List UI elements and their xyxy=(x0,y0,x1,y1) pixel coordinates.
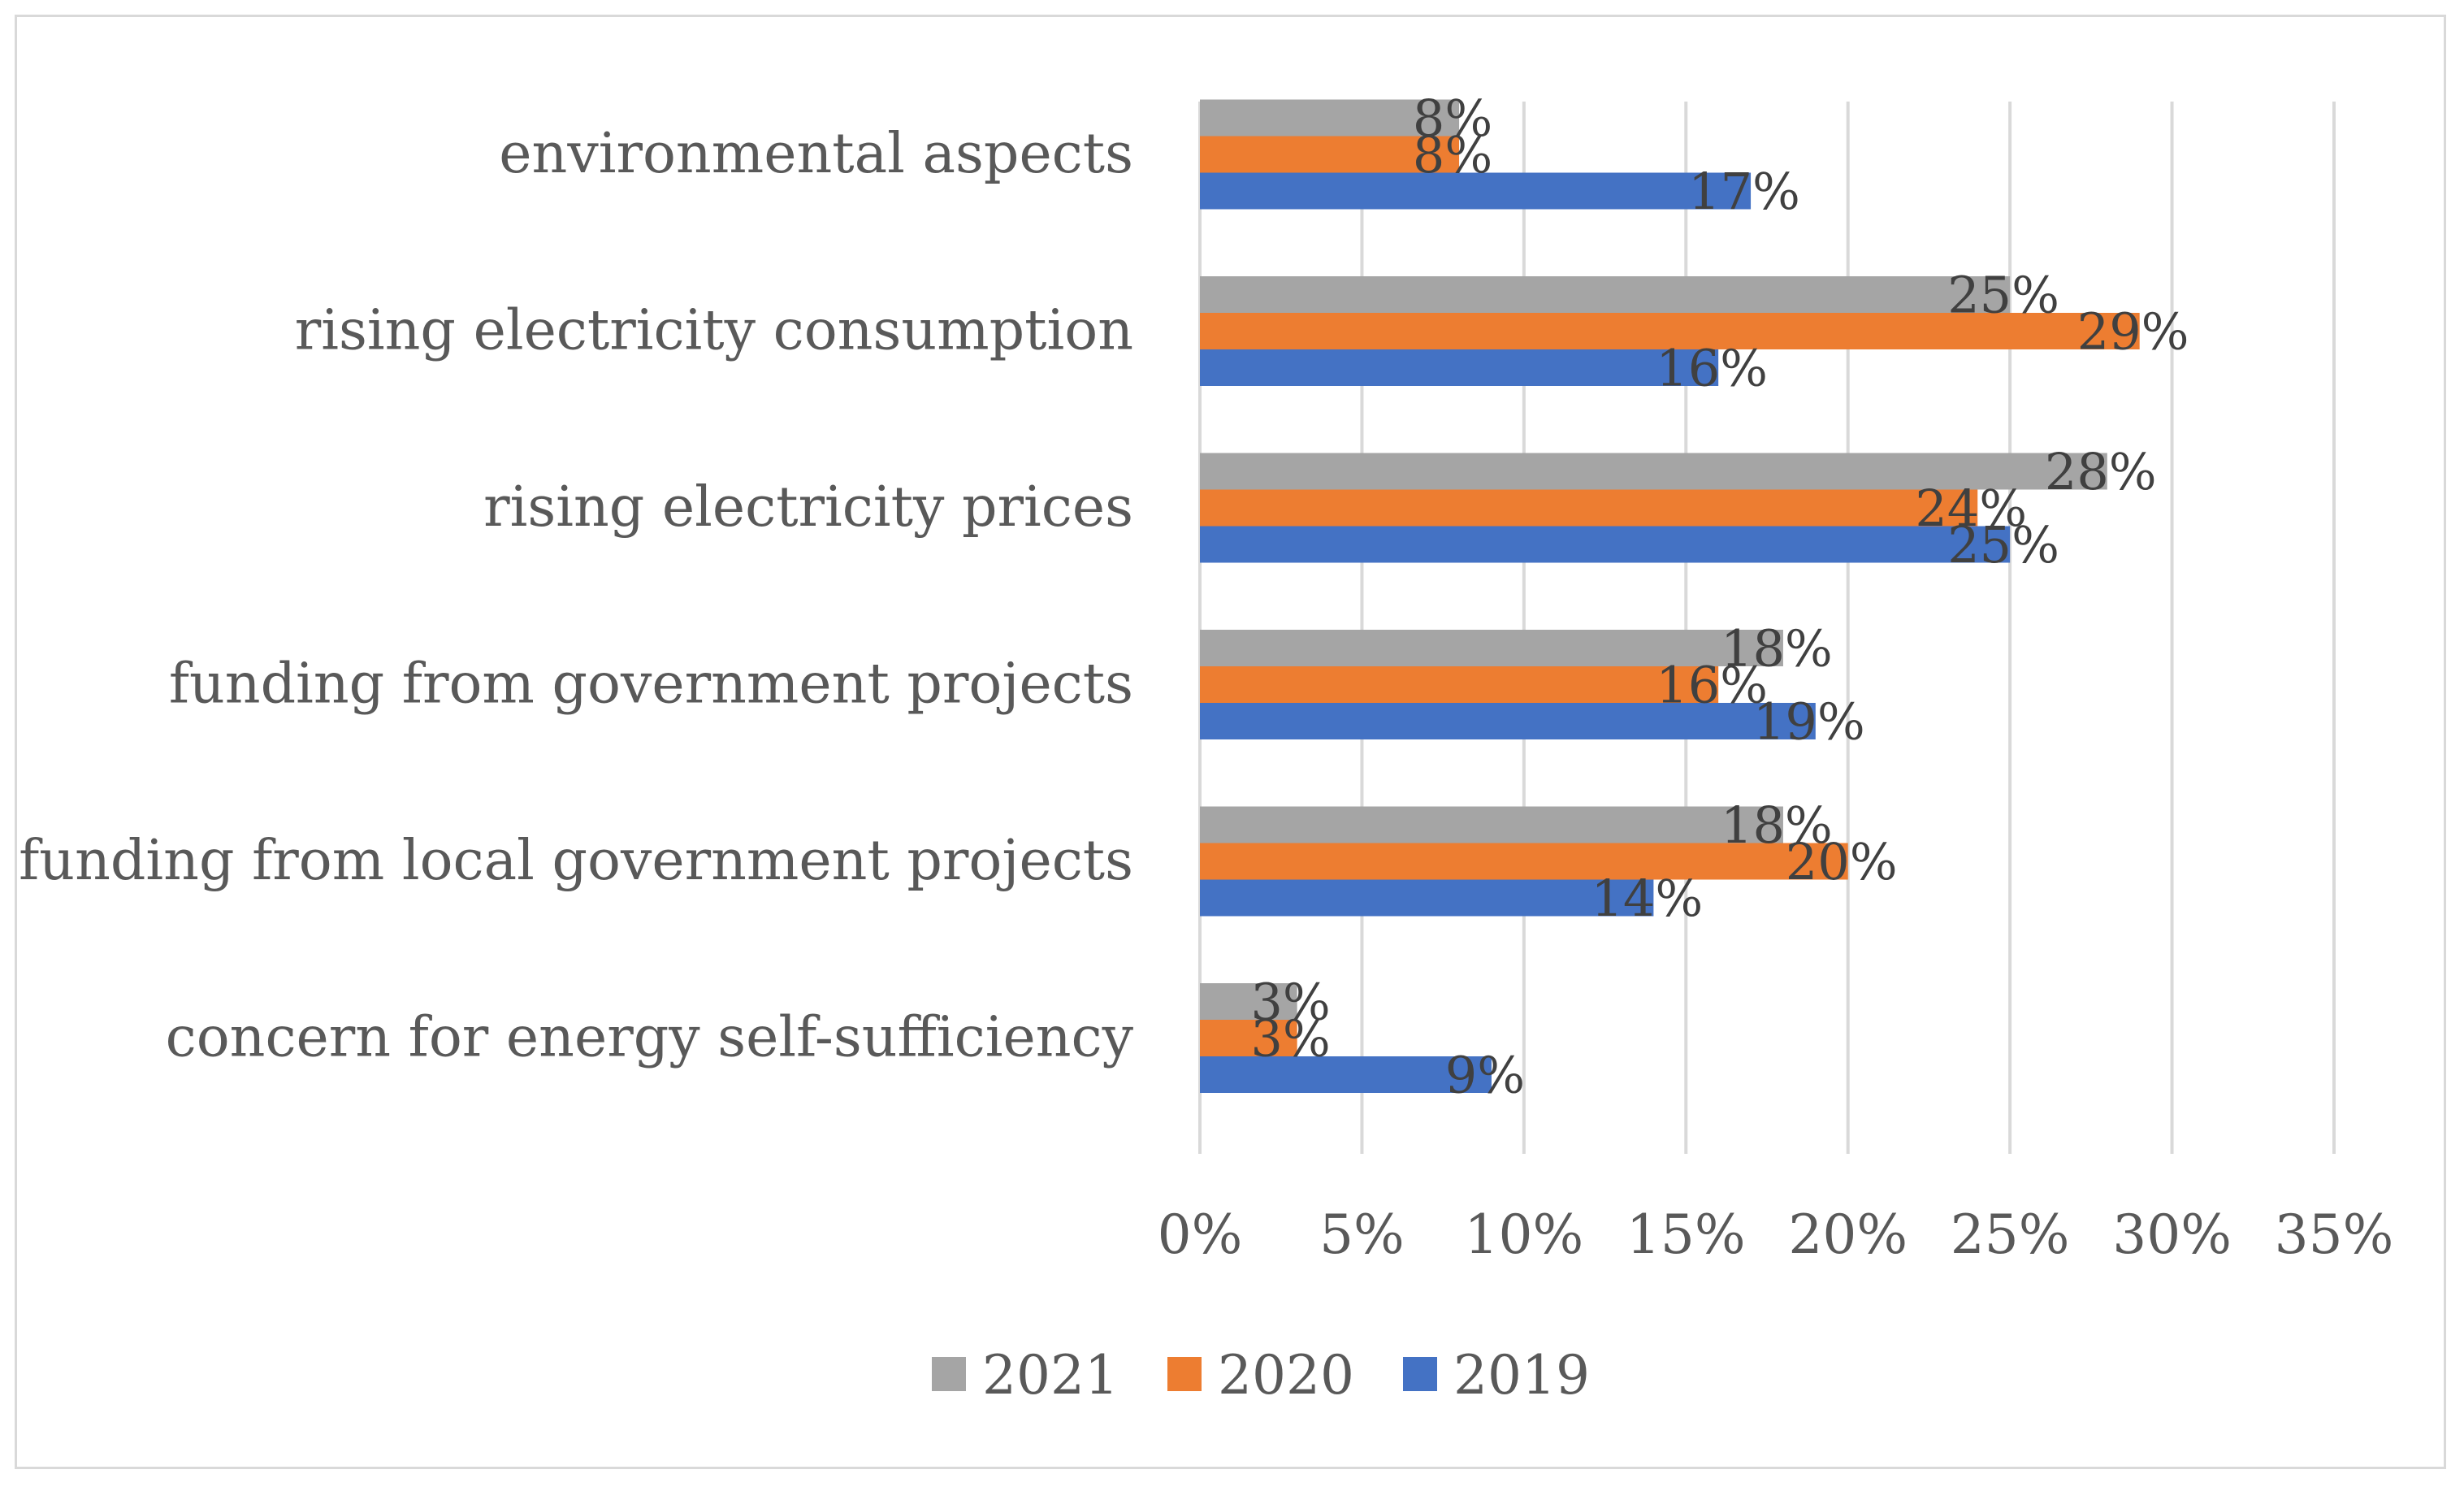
legend-swatch-2021 xyxy=(932,1357,966,1391)
bar-2020-4 xyxy=(1200,843,1848,880)
bar-2019-3 xyxy=(1200,703,1816,739)
bar-2019-1 xyxy=(1200,349,1719,386)
tick-label-35: 35% xyxy=(2275,1203,2394,1266)
bar-2019-0 xyxy=(1200,172,1752,210)
tick-label-25: 25% xyxy=(1951,1203,2070,1266)
legend-swatch-2019 xyxy=(1403,1357,1437,1391)
bar-2021-2 xyxy=(1200,453,2107,490)
legend-swatch-2020 xyxy=(1167,1357,1202,1391)
tick-label-30: 30% xyxy=(2112,1203,2232,1266)
data-label-2019-5: 9% xyxy=(1445,1046,1525,1105)
category-labels: environmental aspects rising electricity … xyxy=(19,122,1133,1070)
data-label-2020-2: 24% xyxy=(1915,479,2027,538)
bars xyxy=(1200,99,2140,1093)
bar-2021-4 xyxy=(1200,806,1783,843)
category-label-0: environmental aspects xyxy=(499,122,1133,186)
category-label-4: funding from local government projects xyxy=(19,829,1133,893)
data-label-2021-2: 28% xyxy=(2045,442,2157,501)
category-label-1: rising electricity consumption xyxy=(295,299,1133,363)
data-label-2021-0: 8% xyxy=(1413,89,1492,148)
data-label-2020-1: 29% xyxy=(2077,302,2189,362)
bar-2021-0 xyxy=(1200,99,1460,137)
bar-2021-1 xyxy=(1200,276,2011,313)
category-label-2: rising electricity prices xyxy=(483,475,1133,540)
data-label-2019-3: 19% xyxy=(1753,692,1865,752)
bar-2021-3 xyxy=(1200,630,1783,666)
data-label-2021-3: 18% xyxy=(1721,619,1833,678)
data-labels: 8%8%17%25%29%16%28%24%25%18%16%19%18%20%… xyxy=(1250,89,2189,1105)
bar-2019-5 xyxy=(1200,1056,1492,1093)
data-label-2020-4: 20% xyxy=(1786,832,1898,891)
tick-label-0: 0% xyxy=(1158,1203,1243,1266)
legend: 2021 2020 2019 xyxy=(932,1344,1590,1407)
bar-2021-5 xyxy=(1200,983,1297,1020)
category-label-3: funding from government projects xyxy=(169,652,1133,717)
bar-2019-2 xyxy=(1200,526,2011,563)
bar-2020-2 xyxy=(1200,489,1978,527)
data-label-2020-3: 16% xyxy=(1656,656,1768,715)
bar-2020-1 xyxy=(1200,313,2140,349)
chart-frame xyxy=(15,15,2446,1469)
category-label-5: concern for energy self-sufficiency xyxy=(166,1006,1134,1070)
bar-2020-3 xyxy=(1200,666,1719,703)
data-label-2019-0: 17% xyxy=(1688,162,1800,221)
bar-2020-5 xyxy=(1200,1020,1297,1056)
data-label-2019-4: 14% xyxy=(1591,869,1703,928)
tick-label-20: 20% xyxy=(1788,1203,1908,1266)
legend-label-2020: 2020 xyxy=(1218,1344,1354,1407)
data-label-2021-5: 3% xyxy=(1250,973,1330,1032)
x-axis-tick-labels: 0% 5% 10% 15% 20% 25% 30% 35% xyxy=(1158,1203,2394,1266)
data-label-2020-5: 3% xyxy=(1250,1009,1330,1069)
tick-label-10: 10% xyxy=(1465,1203,1584,1266)
data-label-2021-4: 18% xyxy=(1721,796,1833,855)
data-label-2021-1: 25% xyxy=(1947,266,2059,325)
legend-label-2019: 2019 xyxy=(1453,1344,1590,1407)
bar-2019-4 xyxy=(1200,879,1654,917)
legend-label-2021: 2021 xyxy=(982,1344,1119,1407)
tick-label-15: 15% xyxy=(1626,1203,1746,1266)
tick-label-5: 5% xyxy=(1319,1203,1405,1266)
data-label-2019-2: 25% xyxy=(1947,515,2059,574)
data-label-2019-1: 16% xyxy=(1656,339,1768,398)
bar-2020-0 xyxy=(1200,136,1460,173)
data-label-2020-0: 8% xyxy=(1413,125,1492,184)
